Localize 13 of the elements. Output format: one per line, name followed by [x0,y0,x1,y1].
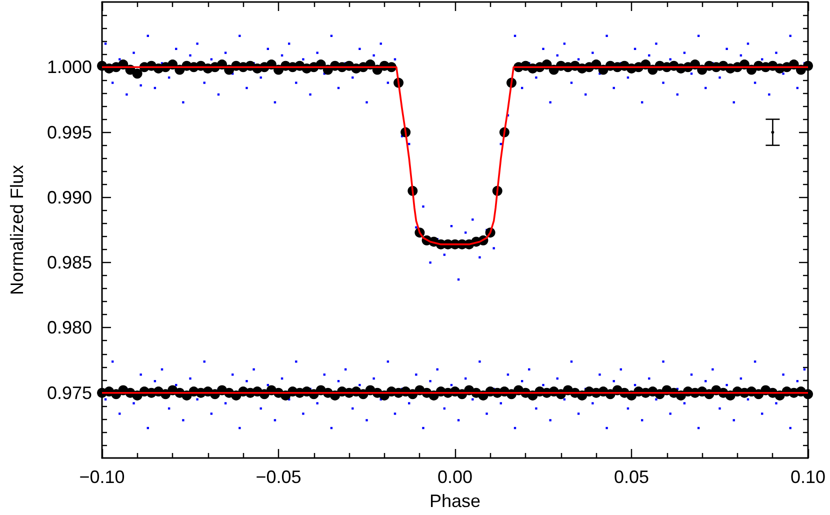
y-tick-label: 0.985 [46,252,92,273]
y-tick-label: 1.000 [46,57,92,78]
x-tick-label: 0.00 [437,467,473,487]
x-tick-label: −0.10 [79,467,125,487]
y-axis-title: Normalized Flux [7,164,27,296]
y-tick-label: 0.980 [46,318,92,338]
x-tick-label: 0.05 [614,467,650,487]
x-axis-title: Phase [429,491,481,511]
x-tick-label: 0.10 [790,467,826,487]
y-tick-label: 0.975 [46,382,92,403]
y-tick-label: 0.990 [46,187,92,208]
x-tick-label: −0.05 [256,467,302,487]
y-tick-label: 0.995 [46,122,92,142]
